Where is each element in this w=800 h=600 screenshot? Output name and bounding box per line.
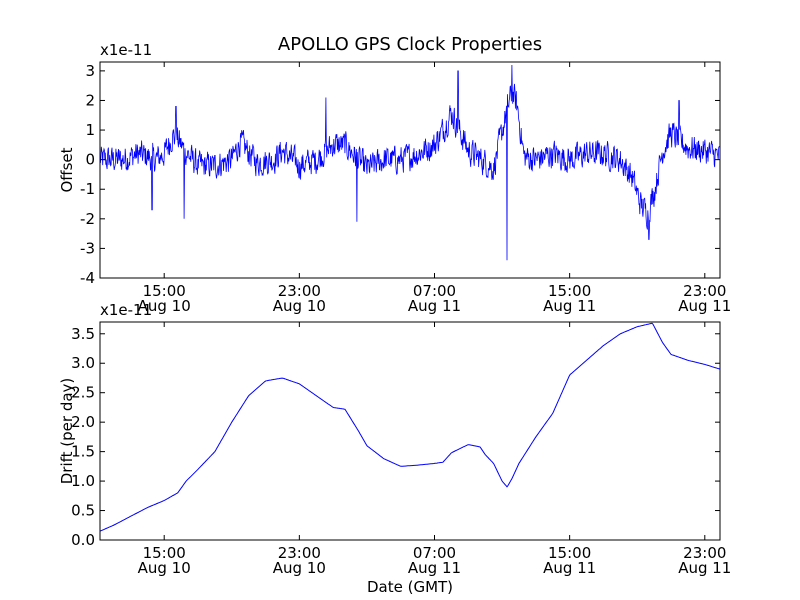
x-tick-time-label: 15:00 bbox=[143, 544, 186, 562]
y-tick-label: -3 bbox=[80, 239, 95, 257]
y-tick-label: 2.0 bbox=[71, 413, 95, 431]
x-tick-date-label: Aug 10 bbox=[273, 297, 326, 315]
y-tick-label: 2.5 bbox=[71, 384, 95, 402]
y-tick-label: -1 bbox=[80, 180, 95, 198]
x-tick-time-label: 15:00 bbox=[143, 282, 186, 300]
x-tick-date-label: Aug 11 bbox=[408, 297, 461, 315]
x-tick-time-label: 15:00 bbox=[548, 282, 591, 300]
y-tick-label: 1.5 bbox=[71, 443, 95, 461]
x-tick-date-label: Aug 11 bbox=[543, 559, 596, 577]
y-tick-label: 1 bbox=[85, 121, 95, 139]
y-tick-label: -2 bbox=[80, 210, 95, 228]
y-tick-label: 3.0 bbox=[71, 354, 95, 372]
x-tick-date-label: Aug 10 bbox=[273, 559, 326, 577]
x-tick-time-label: 23:00 bbox=[278, 544, 321, 562]
x-tick-time-label: 23:00 bbox=[278, 282, 321, 300]
y-tick-label: 0.5 bbox=[71, 502, 95, 520]
drift-scale-label: x1e-11 bbox=[100, 301, 152, 319]
drift-plot-area bbox=[99, 321, 721, 541]
x-tick-date-label: Aug 11 bbox=[543, 297, 596, 315]
y-tick-label: 3.5 bbox=[71, 325, 95, 343]
x-tick-time-label: 07:00 bbox=[413, 282, 456, 300]
y-tick-label: 2 bbox=[85, 91, 95, 109]
x-axis-label: Date (GMT) bbox=[367, 578, 453, 596]
y-tick-label: 1.0 bbox=[71, 472, 95, 490]
drift-axes-border bbox=[99, 321, 721, 541]
y-tick-label: 3 bbox=[85, 62, 95, 80]
x-tick-date-label: Aug 10 bbox=[138, 297, 191, 315]
offset-y-axis-label: Offset bbox=[58, 147, 76, 192]
x-tick-date-label: Aug 10 bbox=[138, 559, 191, 577]
drift-y-axis-label: Drift (per day) bbox=[58, 378, 76, 485]
offset-series-line bbox=[100, 64, 720, 261]
x-tick-date-label: Aug 11 bbox=[408, 559, 461, 577]
x-tick-time-label: 07:00 bbox=[413, 544, 456, 562]
chart-title: APOLLO GPS Clock Properties bbox=[278, 34, 542, 55]
x-tick-time-label: 23:00 bbox=[683, 282, 726, 300]
x-tick-time-label: 15:00 bbox=[548, 544, 591, 562]
x-tick-date-label: Aug 11 bbox=[678, 559, 731, 577]
y-tick-label: 0 bbox=[85, 151, 95, 169]
offset-axes-border bbox=[99, 61, 721, 279]
drift-series-line bbox=[100, 322, 720, 532]
y-tick-label: 0.0 bbox=[71, 531, 95, 549]
x-tick-time-label: 23:00 bbox=[683, 544, 726, 562]
y-tick-label: -4 bbox=[80, 269, 95, 287]
offset-scale-label: x1e-11 bbox=[100, 41, 152, 59]
x-tick-date-label: Aug 11 bbox=[678, 297, 731, 315]
